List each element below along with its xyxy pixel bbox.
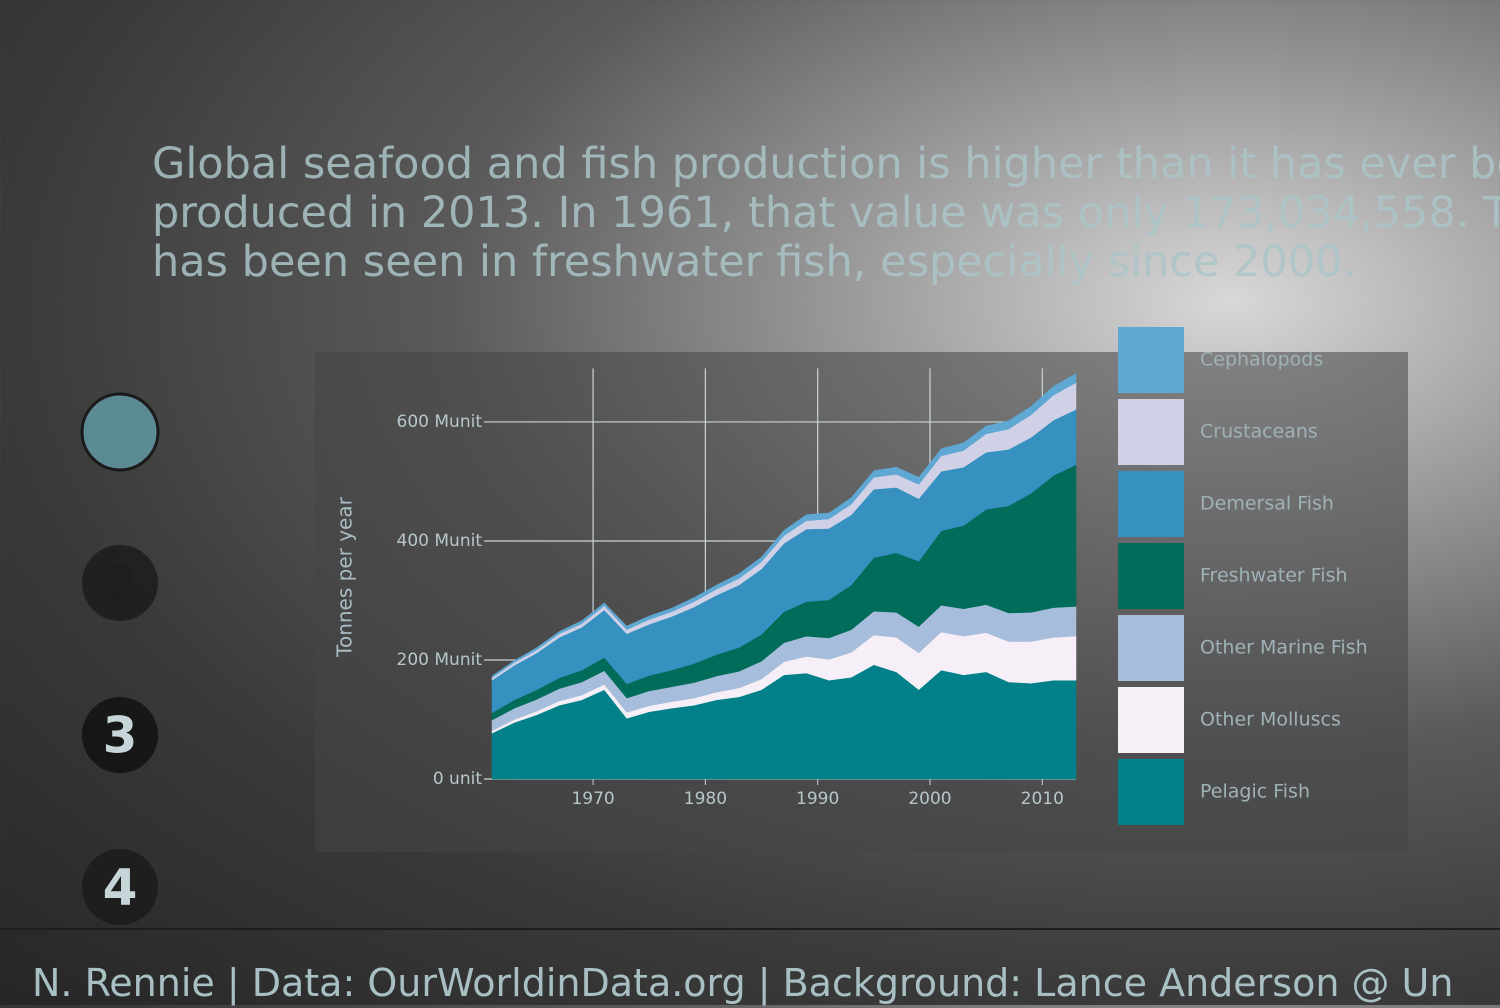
legend-swatch[interactable] — [1118, 327, 1184, 393]
x-tick-label: 1980 — [684, 789, 727, 809]
legend-swatch[interactable] — [1118, 615, 1184, 681]
headline-line: produced in 2013. In 1961, that value wa… — [152, 188, 1500, 238]
legend-label[interactable]: Pelagic Fish — [1200, 781, 1310, 803]
y-tick-label: 400 Munit — [397, 531, 483, 551]
x-tick-label: 2010 — [1021, 789, 1064, 809]
legend-swatch[interactable] — [1118, 471, 1184, 537]
legend-label[interactable]: Crustaceans — [1200, 421, 1318, 443]
step-dot[interactable] — [82, 849, 158, 925]
y-tick-label: 0 unit — [433, 769, 482, 789]
headline-line: has been seen in freshwater fish, especi… — [152, 237, 1357, 287]
step-dot-active[interactable] — [80, 392, 160, 472]
legend-label[interactable]: Demersal Fish — [1200, 493, 1334, 515]
x-tick-label: 2000 — [908, 789, 951, 809]
x-tick-label: 1970 — [571, 789, 614, 809]
step-number[interactable]: 4 — [103, 859, 138, 917]
legend-swatch[interactable] — [1118, 759, 1184, 825]
chart: Tonnes per year 0 unit 200 Munit 400 Munit… — [315, 327, 1408, 852]
step-number[interactable]: 2 — [103, 555, 138, 613]
legend-label[interactable]: Freshwater Fish — [1200, 565, 1348, 587]
headline-line: Global seafood and fish production is hi… — [152, 140, 1500, 189]
legend-label[interactable]: Cephalopods — [1200, 349, 1323, 371]
step-nav: 2 3 4 — [80, 392, 160, 925]
headline: Global seafood and fish production is hi… — [152, 140, 1500, 287]
legend-swatch[interactable] — [1118, 687, 1184, 753]
legend-label[interactable]: Other Marine Fish — [1200, 637, 1368, 659]
step-dot[interactable] — [82, 545, 158, 621]
y-axis-title: Tonnes per year — [333, 496, 357, 657]
y-tick-label: 600 Munit — [397, 412, 483, 432]
y-tick-label: 200 Munit — [397, 650, 483, 670]
footer-rule — [0, 928, 1500, 930]
legend-label[interactable]: Other Molluscs — [1200, 709, 1341, 731]
area-cephalopods — [491, 373, 1077, 679]
step-number[interactable]: 3 — [103, 707, 138, 765]
footer: N. Rennie | Data: OurWorldinData.org | B… — [32, 961, 1454, 1005]
x-tick-label: 1990 — [796, 789, 839, 809]
legend-swatch[interactable] — [1118, 543, 1184, 609]
legend-swatch[interactable] — [1118, 399, 1184, 465]
step-dot[interactable] — [82, 697, 158, 773]
plot-area — [491, 373, 1077, 780]
